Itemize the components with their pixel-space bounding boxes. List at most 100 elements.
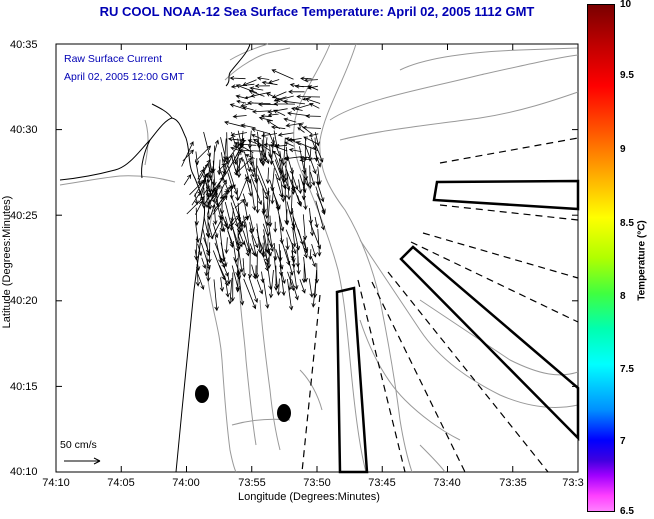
- current-vector: [214, 179, 227, 204]
- current-vector: [208, 184, 221, 205]
- current-vector: [314, 151, 322, 168]
- current-vector: [213, 195, 225, 212]
- current-vector: [276, 278, 281, 296]
- current-vector: [248, 90, 265, 97]
- current-vector: [243, 278, 257, 310]
- current-vector: [268, 223, 274, 249]
- current-vector: [234, 157, 253, 175]
- current-vector: [236, 157, 242, 179]
- current-vector: [307, 146, 313, 162]
- current-vector: [235, 84, 258, 94]
- current-vector: [256, 76, 270, 81]
- current-vector: [304, 144, 317, 175]
- x-tick-label: 74:10: [42, 477, 70, 489]
- survey-track-boxes: [335, 179, 580, 474]
- current-vector: [278, 215, 284, 245]
- legend-caption: Raw Surface Current: [64, 53, 163, 65]
- current-vector: [285, 237, 290, 251]
- current-vector: [305, 113, 321, 119]
- colorbar-label: 7: [620, 436, 626, 447]
- current-vector: [314, 216, 319, 229]
- current-vector: [315, 200, 325, 231]
- current-vector: [307, 85, 319, 91]
- current-vector: [303, 78, 318, 83]
- current-vector: [250, 174, 263, 206]
- current-vector: [308, 133, 319, 137]
- current-vector: [226, 272, 231, 285]
- axis-ticks: [55, 43, 579, 473]
- legend-date: April 02, 2005 12:00 GMT: [64, 71, 185, 83]
- current-vector: [309, 103, 320, 109]
- colorbar-label: 8.5: [620, 218, 634, 229]
- current-vector: [285, 229, 297, 255]
- current-vector: [291, 279, 299, 301]
- current-vector: [200, 173, 208, 201]
- current-vector: [232, 114, 247, 119]
- current-vector: [258, 116, 273, 122]
- current-vector: [234, 198, 246, 209]
- current-vector: [195, 264, 201, 287]
- current-vector: [242, 193, 249, 208]
- current-vector: [235, 187, 240, 202]
- current-vector: [269, 269, 274, 299]
- x-tick-label: 73:55: [238, 477, 266, 489]
- current-vector: [238, 175, 249, 201]
- current-vector: [196, 271, 205, 291]
- y-tick-label: 40:25: [10, 210, 38, 222]
- current-vector: [249, 214, 255, 233]
- current-vector: [305, 173, 310, 187]
- current-vector: [256, 279, 264, 295]
- current-vector: [288, 89, 305, 94]
- current-vector: [222, 184, 236, 200]
- current-vector: [186, 196, 205, 215]
- colorbar-label: 6.5: [620, 506, 634, 517]
- current-vector: [299, 146, 307, 175]
- current-vector: [249, 228, 259, 249]
- current-vector: [213, 279, 219, 312]
- current-vector: [295, 256, 300, 268]
- x-tick-label: 74:00: [172, 477, 200, 489]
- current-vector: [279, 264, 286, 297]
- current-vector: [230, 214, 241, 227]
- current-vector: [238, 250, 244, 273]
- x-axis-label: Longitude (Degrees:Minutes): [238, 491, 380, 503]
- current-vector: [308, 278, 314, 298]
- current-vector: [204, 258, 209, 277]
- current-vector: [296, 94, 321, 99]
- current-vector: [302, 214, 308, 241]
- current-vector: [229, 76, 246, 81]
- current-vector: [311, 279, 317, 308]
- current-vector: [260, 139, 266, 167]
- current-vector: [265, 167, 271, 184]
- current-vector: [288, 148, 302, 153]
- current-vector: [232, 152, 238, 166]
- y-tick-label: 40:10: [10, 466, 38, 478]
- current-vector: [268, 215, 273, 228]
- current-vector: [284, 209, 289, 225]
- current-vector: [283, 99, 306, 105]
- current-vector: [236, 156, 243, 172]
- current-vector: [303, 257, 308, 283]
- track-box-southeast: [399, 245, 580, 442]
- current-vector: [291, 106, 303, 112]
- current-vector: [233, 256, 241, 276]
- current-vector: [227, 277, 233, 305]
- current-vector: [278, 167, 286, 183]
- current-vector: [301, 263, 307, 284]
- current-vector: [297, 179, 303, 195]
- current-vector: [271, 69, 294, 80]
- figure-title: RU COOL NOAA-12 Sea Surface Temperature:…: [99, 4, 535, 19]
- current-vector: [258, 102, 278, 107]
- current-vector: [304, 97, 321, 104]
- current-vector: [280, 181, 286, 203]
- current-vector: [277, 132, 294, 137]
- y-tick-label: 40:20: [10, 295, 38, 307]
- current-vector: [273, 109, 286, 116]
- current-vector: [213, 208, 218, 226]
- current-vector: [217, 159, 222, 176]
- current-vector: [250, 179, 257, 211]
- colorbar-label: 9: [620, 144, 626, 155]
- current-vector: [316, 193, 326, 214]
- current-vector: [300, 76, 312, 81]
